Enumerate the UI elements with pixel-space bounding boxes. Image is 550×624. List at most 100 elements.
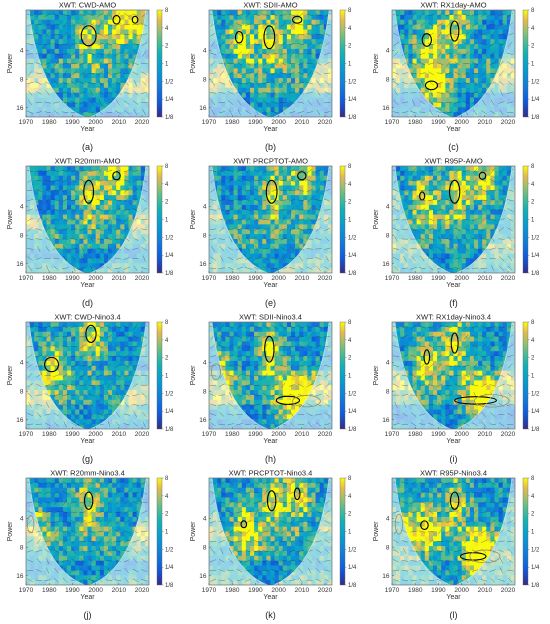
y-tick-label: 16 <box>382 261 390 268</box>
phase-arrows <box>209 324 331 428</box>
x-axis-label: Year <box>263 126 278 133</box>
colorbar-tick-label: 1/2 <box>531 391 540 397</box>
x-tick-label: 2010 <box>295 275 310 282</box>
x-tick-label: 2000 <box>454 119 469 126</box>
panel-title: XWT: R20mm-Nino3.4 <box>50 469 125 478</box>
colorbar-tick-label: 2 <box>165 512 169 518</box>
panel-letter: (l) <box>450 610 458 620</box>
colorbar <box>339 477 346 586</box>
colorbar-tick-label: 4 <box>348 494 352 500</box>
plot-frame <box>208 9 333 118</box>
y-tick-label: 4 <box>386 48 390 55</box>
x-tick-label: 1990 <box>65 119 80 126</box>
y-axis-label: Power <box>190 521 197 542</box>
colorbar-tick-label: 2 <box>531 200 535 206</box>
colorbar-tick-label: 4 <box>165 494 169 500</box>
colorbar-tick-label: 4 <box>531 338 535 344</box>
panel-letter: (e) <box>265 298 276 308</box>
significance-contour <box>293 487 301 501</box>
significance-contour <box>80 25 97 47</box>
y-axis-label: Power <box>373 53 380 74</box>
plot-area <box>26 166 149 273</box>
significance-contour <box>83 491 94 510</box>
x-tick-label: 2020 <box>501 431 516 438</box>
colorbar-tick-label: 2 <box>165 44 169 50</box>
significance-contour <box>419 191 426 201</box>
x-tick-label: 2010 <box>112 275 127 282</box>
significance-contour <box>292 395 321 408</box>
significance-contour <box>131 15 139 24</box>
x-axis-label: Year <box>446 282 461 289</box>
significance-contour <box>449 491 460 510</box>
y-tick-label: 4 <box>386 516 390 523</box>
y-tick-label: 16 <box>199 417 207 424</box>
panel-letter: (i) <box>450 454 458 464</box>
xwt-chart-svg: XWT: R20mm-AMO 1970 1980 1990 2000 2010 2020 4 8… <box>7 157 174 309</box>
colorbar-tick-label: 1 <box>348 218 352 224</box>
colorbar-tick-label: 8 <box>165 8 169 14</box>
colorbar <box>522 477 529 586</box>
y-axis-label: Power <box>7 209 14 230</box>
y-tick-label: 16 <box>16 105 24 112</box>
x-tick-label: 1990 <box>65 275 80 282</box>
xwt-chart-svg: XWT: PRCPTOT-AMO 1970 1980 1990 2000 2010 2020… <box>190 157 357 309</box>
cone-of-influence <box>28 322 147 429</box>
phase-arrows <box>26 480 148 583</box>
plot-area <box>26 10 149 117</box>
colorbar-tick-label: 1/4 <box>348 565 357 571</box>
x-tick-label: 2020 <box>318 431 333 438</box>
x-tick-label: 2020 <box>135 431 150 438</box>
x-tick-label: 1980 <box>408 431 423 438</box>
x-tick-label: 1990 <box>65 587 80 594</box>
colorbar-tick-label: 1/2 <box>165 235 174 241</box>
panel-letter: (h) <box>265 454 276 464</box>
significance-contour <box>424 80 439 91</box>
cone-of-influence <box>394 166 513 273</box>
x-tick-label: 1970 <box>202 275 217 282</box>
colorbar-tick-label: 1/8 <box>348 583 357 589</box>
colorbar-tick-label: 2 <box>165 356 169 362</box>
x-tick-label: 2000 <box>271 587 286 594</box>
xwt-panel-c: XWT: RX1day-AMO 1970 1980 1990 2000 2010 2020 4… <box>366 0 549 156</box>
colorbar-tick-label: 1 <box>165 530 169 536</box>
significance-contour <box>423 349 431 365</box>
cone-of-influence <box>28 478 147 585</box>
x-tick-label: 1980 <box>42 587 57 594</box>
significance-contour <box>420 520 429 531</box>
xwt-chart-svg: XWT: RX1day-Nino3.4 1970 1980 1990 2000 2010 2… <box>373 313 540 465</box>
colorbar-tick-label: 1/8 <box>531 427 540 433</box>
colorbar-tick-label: 1/8 <box>531 271 540 277</box>
colorbar-tick-label: 1 <box>165 62 169 68</box>
x-tick-label: 1970 <box>385 431 400 438</box>
colorbar-tick-label: 2 <box>348 512 352 518</box>
colorbar-tick-label: 2 <box>531 44 535 50</box>
panel-title: XWT: SDII-AMO <box>243 1 297 10</box>
colorbar-tick-label: 8 <box>531 320 535 326</box>
colorbar-tick-label: 8 <box>348 476 352 482</box>
significance-contour <box>112 14 121 25</box>
panel-title: XWT: PRCPTOT-AMO <box>233 157 308 166</box>
colorbar <box>522 321 529 430</box>
significance-contour <box>421 33 433 47</box>
colorbar-tick-label: 1/4 <box>348 409 357 415</box>
y-tick-label: 8 <box>20 76 24 83</box>
y-tick-label: 8 <box>20 544 24 551</box>
y-tick-label: 8 <box>203 76 207 83</box>
cone-of-influence <box>211 478 330 585</box>
x-tick-label: 1980 <box>42 275 57 282</box>
y-axis-label: Power <box>7 53 14 74</box>
colorbar-tick-label: 1/2 <box>348 547 357 553</box>
y-axis-label: Power <box>373 209 380 230</box>
y-tick-label: 16 <box>382 573 390 580</box>
significance-contour <box>478 171 487 180</box>
plot-frame <box>391 477 516 586</box>
x-tick-label: 1980 <box>42 431 57 438</box>
y-tick-label: 4 <box>203 516 207 523</box>
colorbar-tick-label: 1 <box>165 374 169 380</box>
x-axis-label: Year <box>263 438 278 445</box>
panel-letter: (j) <box>84 610 92 620</box>
colorbar-tick-label: 1/8 <box>165 115 174 121</box>
x-tick-label: 1970 <box>19 275 34 282</box>
x-tick-label: 2010 <box>478 119 493 126</box>
xwt-chart-svg: XWT: CWD-Nino3.4 1970 1980 1990 2000 2010 2020… <box>7 313 174 465</box>
